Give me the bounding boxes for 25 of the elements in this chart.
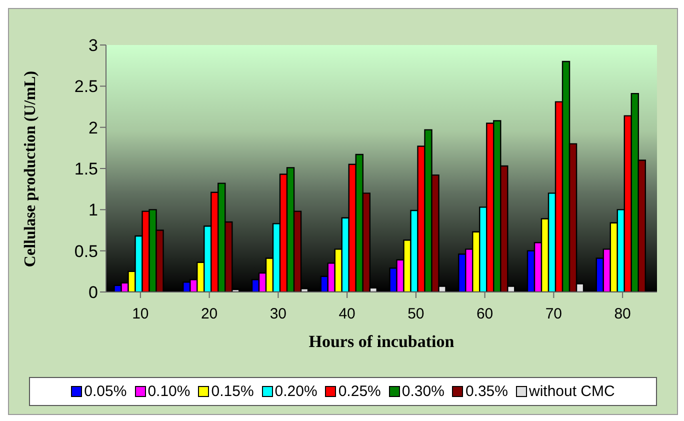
x-tick-label: 80 [614, 306, 631, 323]
legend-label: 0.25% [338, 383, 381, 400]
legend-label: 0.35% [465, 383, 508, 400]
y-tick-label: 3 [88, 36, 98, 56]
x-tick-label: 60 [476, 306, 494, 323]
y-tick-label: 0 [88, 283, 98, 302]
legend-label: 0.30% [402, 383, 444, 400]
x-tick-label: 40 [338, 306, 356, 323]
legend-label: without CMC [528, 383, 615, 400]
y-tick-label: 0.5 [74, 242, 98, 261]
x-axis-title: Hours of incubation [308, 332, 456, 352]
y-tick-label: 2 [88, 118, 98, 138]
x-tick-label: 20 [200, 306, 218, 323]
x-tick-label: 10 [132, 306, 149, 323]
y-tick-label: 2.5 [74, 77, 98, 96]
y-tick-label: 1.5 [74, 160, 98, 179]
legend-label: 0.10% [148, 383, 190, 400]
x-tick-label: 70 [545, 306, 562, 323]
legend-label: 0.15% [211, 383, 254, 400]
y-tick-label: 1 [88, 200, 98, 220]
x-tick-label: 50 [408, 306, 424, 323]
x-tick-label: 30 [270, 306, 287, 323]
y-axis-title: Cellulase production (U/mL) [22, 70, 40, 267]
legend-label: 0.05% [84, 383, 127, 400]
legend-label: 0.20% [274, 383, 318, 400]
